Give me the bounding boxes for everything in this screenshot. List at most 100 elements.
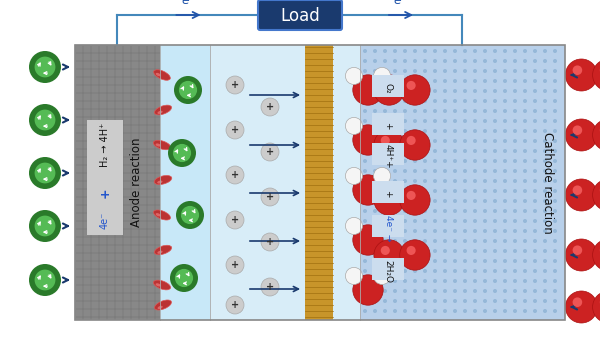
Circle shape — [533, 229, 537, 233]
Circle shape — [403, 179, 407, 183]
Circle shape — [593, 239, 600, 271]
Circle shape — [363, 59, 367, 63]
Circle shape — [226, 211, 244, 229]
Circle shape — [403, 89, 407, 93]
Circle shape — [363, 279, 367, 283]
Circle shape — [533, 139, 537, 143]
Circle shape — [433, 109, 437, 113]
Circle shape — [463, 179, 467, 183]
Circle shape — [523, 249, 527, 253]
Circle shape — [553, 139, 557, 143]
Circle shape — [400, 75, 430, 105]
Bar — [372, 258, 404, 280]
Circle shape — [393, 109, 397, 113]
Circle shape — [503, 149, 507, 153]
Ellipse shape — [154, 140, 170, 150]
Circle shape — [533, 79, 537, 83]
Circle shape — [433, 199, 437, 203]
Circle shape — [572, 65, 582, 75]
Circle shape — [433, 59, 437, 63]
Circle shape — [433, 129, 437, 133]
Circle shape — [473, 239, 477, 243]
Circle shape — [261, 188, 279, 206]
Circle shape — [443, 169, 447, 173]
Circle shape — [533, 89, 537, 93]
Circle shape — [473, 259, 477, 263]
Circle shape — [503, 189, 507, 193]
Circle shape — [393, 89, 397, 93]
Circle shape — [403, 259, 407, 263]
Circle shape — [393, 159, 397, 163]
Circle shape — [373, 139, 377, 143]
Circle shape — [413, 279, 417, 283]
Circle shape — [463, 299, 467, 303]
Circle shape — [423, 209, 427, 213]
Circle shape — [533, 199, 537, 203]
Circle shape — [383, 59, 387, 63]
Circle shape — [373, 179, 377, 183]
Circle shape — [513, 99, 517, 103]
Circle shape — [403, 199, 407, 203]
Circle shape — [443, 189, 447, 193]
Circle shape — [503, 219, 507, 223]
Circle shape — [383, 69, 387, 73]
Circle shape — [403, 109, 407, 113]
Circle shape — [374, 68, 391, 84]
Circle shape — [473, 49, 477, 53]
Circle shape — [493, 219, 497, 223]
Circle shape — [483, 129, 487, 133]
Circle shape — [453, 219, 457, 223]
Circle shape — [423, 229, 427, 233]
Circle shape — [226, 256, 244, 274]
Circle shape — [353, 225, 383, 255]
Circle shape — [493, 99, 497, 103]
Circle shape — [543, 79, 547, 83]
Circle shape — [493, 79, 497, 83]
Circle shape — [463, 129, 467, 133]
Circle shape — [413, 79, 417, 83]
Circle shape — [443, 309, 447, 313]
Circle shape — [433, 249, 437, 253]
Circle shape — [403, 139, 407, 143]
Circle shape — [400, 240, 430, 270]
Circle shape — [523, 299, 527, 303]
Circle shape — [423, 89, 427, 93]
Circle shape — [443, 59, 447, 63]
Circle shape — [413, 179, 417, 183]
Circle shape — [513, 279, 517, 283]
Circle shape — [553, 189, 557, 193]
Circle shape — [353, 175, 383, 205]
Circle shape — [383, 109, 387, 113]
Circle shape — [261, 278, 279, 296]
Circle shape — [374, 167, 391, 184]
Circle shape — [513, 299, 517, 303]
Circle shape — [453, 269, 457, 273]
Circle shape — [473, 149, 477, 153]
Circle shape — [168, 139, 196, 167]
Circle shape — [363, 179, 367, 183]
Circle shape — [513, 159, 517, 163]
Circle shape — [453, 309, 457, 313]
Circle shape — [383, 249, 387, 253]
Circle shape — [463, 99, 467, 103]
Circle shape — [363, 199, 367, 203]
Circle shape — [543, 139, 547, 143]
Circle shape — [463, 199, 467, 203]
Circle shape — [473, 59, 477, 63]
Circle shape — [413, 229, 417, 233]
Circle shape — [393, 169, 397, 173]
Circle shape — [513, 209, 517, 213]
Circle shape — [443, 199, 447, 203]
Circle shape — [593, 179, 600, 211]
Circle shape — [473, 209, 477, 213]
Circle shape — [553, 89, 557, 93]
Circle shape — [400, 130, 430, 160]
Circle shape — [403, 59, 407, 63]
Circle shape — [353, 125, 383, 155]
Circle shape — [373, 239, 377, 243]
Circle shape — [483, 219, 487, 223]
Circle shape — [533, 219, 537, 223]
Circle shape — [363, 309, 367, 313]
Circle shape — [493, 249, 497, 253]
Circle shape — [453, 69, 457, 73]
